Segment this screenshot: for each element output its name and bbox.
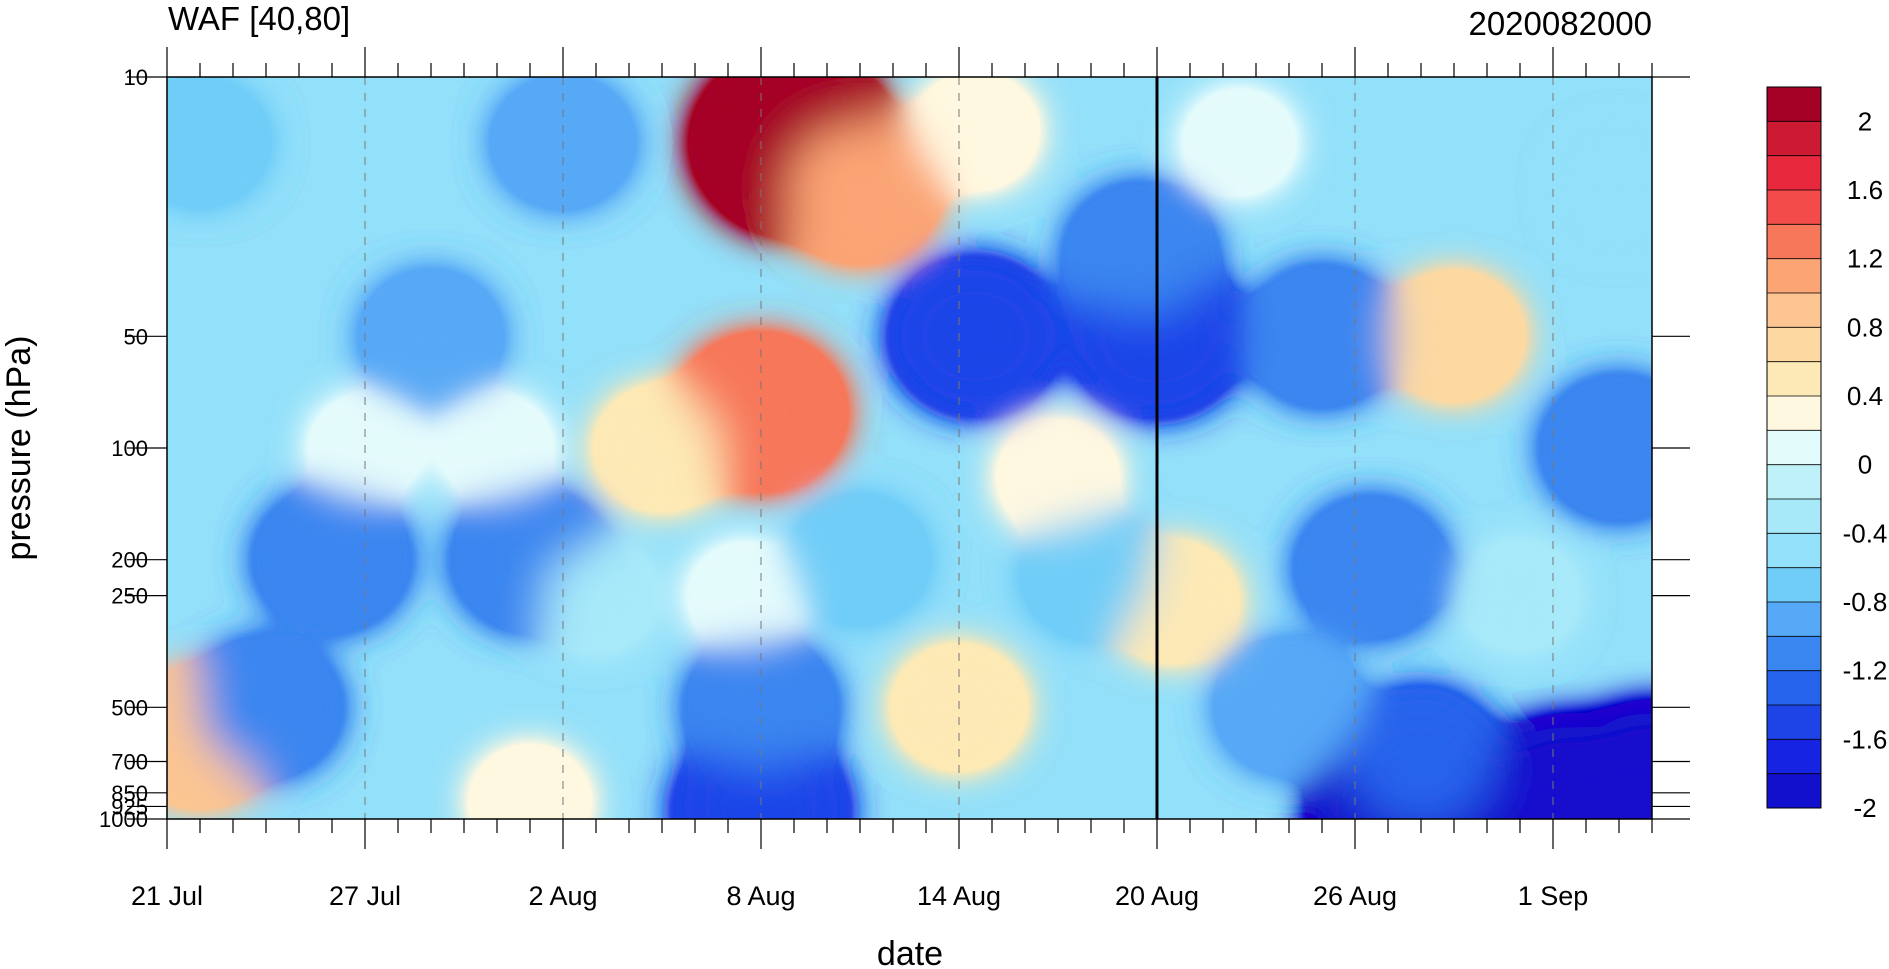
colorbar-label: 0.4 bbox=[1847, 381, 1883, 411]
contour-region bbox=[697, 553, 792, 639]
contour-region bbox=[603, 395, 721, 501]
contour-region bbox=[799, 505, 921, 615]
x-tick-label: 20 Aug bbox=[1115, 881, 1199, 911]
contour-region bbox=[1565, 140, 1652, 238]
colorbar-swatch bbox=[1767, 430, 1821, 466]
colorbar-swatch bbox=[1767, 121, 1821, 157]
contour-region bbox=[1304, 507, 1439, 628]
colorbar-swatch bbox=[1767, 224, 1821, 260]
x-tick-label: 8 Aug bbox=[726, 881, 795, 911]
colorbar-swatch bbox=[1767, 293, 1821, 328]
colorbar-swatch bbox=[1767, 327, 1821, 363]
colorbar-swatch bbox=[1767, 396, 1821, 431]
x-tick-label: 2 Aug bbox=[528, 881, 597, 911]
contour-region bbox=[788, 124, 932, 253]
colorbar-label: -1.2 bbox=[1843, 656, 1888, 686]
y-tick-label: 1000 bbox=[99, 807, 148, 832]
colorbar-swatch bbox=[1767, 636, 1821, 672]
colorbar-swatch bbox=[1767, 670, 1821, 706]
contour-blobs bbox=[167, 77, 1652, 819]
contour-region bbox=[1470, 551, 1570, 641]
colorbar-swatch bbox=[1767, 499, 1821, 534]
x-axis: 21 Jul 27 Jul 2 Aug 8 Aug 14 Aug 20 Aug 26 Aug… bbox=[131, 47, 1653, 911]
y-tick-label: 500 bbox=[111, 695, 148, 720]
contour-region bbox=[1006, 430, 1110, 524]
contour-region bbox=[167, 87, 261, 197]
y-tick-label: 200 bbox=[111, 548, 148, 573]
colorbar-swatch bbox=[1767, 567, 1821, 603]
contour-region bbox=[1073, 193, 1208, 315]
contour-region bbox=[449, 405, 545, 491]
y-tick-label: 50 bbox=[124, 324, 148, 349]
y-tick-label: 250 bbox=[111, 584, 148, 609]
colorbar-label: 1.6 bbox=[1847, 175, 1883, 205]
colorbar-swatch bbox=[1767, 87, 1821, 122]
y-tick-label: 850 bbox=[111, 781, 148, 806]
contour-region bbox=[1393, 281, 1515, 391]
x-tick-label: 26 Aug bbox=[1313, 881, 1397, 911]
contour-field bbox=[167, 77, 1652, 819]
colorbar-label: -0.8 bbox=[1843, 587, 1888, 617]
contour-region bbox=[1549, 385, 1652, 511]
colorbar-swatch bbox=[1767, 773, 1821, 809]
x-tick-label: 1 Sep bbox=[1518, 881, 1589, 911]
colorbar-swatch bbox=[1767, 155, 1821, 191]
contour-region bbox=[368, 279, 494, 393]
contour-region bbox=[683, 740, 839, 819]
colorbar-label: 1.2 bbox=[1847, 244, 1883, 274]
title-right: 2020082000 bbox=[1468, 5, 1652, 42]
colorbar-swatch bbox=[1767, 602, 1821, 637]
colorbar-label: -2 bbox=[1853, 793, 1876, 823]
colorbar-frame bbox=[1766, 86, 1822, 809]
colorbar-swatch bbox=[1767, 705, 1821, 740]
colorbar-swatch bbox=[1767, 190, 1821, 225]
y-tick-label: 925 bbox=[111, 794, 148, 819]
contour-region bbox=[1192, 99, 1287, 185]
colorbar-label: 2 bbox=[1858, 106, 1872, 136]
y-tick-label: 100 bbox=[111, 436, 148, 461]
y-tick-label: 10 bbox=[124, 65, 148, 90]
x-tick-label: 14 Aug bbox=[917, 881, 1001, 911]
contour-region bbox=[544, 549, 648, 643]
contour-region bbox=[1563, 712, 1652, 819]
contour-region bbox=[1224, 648, 1354, 766]
y-tick-label: 700 bbox=[111, 750, 148, 775]
colorbar-swatch bbox=[1767, 533, 1821, 569]
x-tick-label: 21 Jul bbox=[131, 881, 203, 911]
contour-region bbox=[478, 755, 582, 819]
colorbar-label: 0.8 bbox=[1847, 312, 1883, 342]
x-axis-label: date bbox=[877, 935, 943, 969]
colorbar-swatch bbox=[1767, 258, 1821, 294]
colorbar-swatch bbox=[1767, 464, 1821, 500]
contour-region bbox=[1030, 520, 1152, 630]
colorbar-label: 0 bbox=[1858, 450, 1872, 480]
contour-region bbox=[899, 268, 1052, 405]
colorbar-label: -1.6 bbox=[1843, 724, 1888, 754]
y-axis-label: pressure (hPa) bbox=[0, 336, 38, 561]
colorbar-label: -0.4 bbox=[1843, 518, 1888, 548]
contour-region bbox=[262, 497, 402, 622]
colorbar: 2 1.6 1.2 0.8 0.4 0 -0.4 -0.8 -1.2 -1.6 -2 bbox=[1766, 86, 1888, 823]
contour-region bbox=[921, 82, 1030, 180]
contour-region bbox=[1255, 276, 1389, 397]
contour-region bbox=[685, 343, 837, 481]
title-left: WAF [40,80] bbox=[168, 0, 350, 37]
contour-region bbox=[1349, 697, 1493, 819]
x-tick-label: 27 Jul bbox=[329, 881, 401, 911]
colorbar-swatch bbox=[1767, 739, 1821, 775]
colorbar-swatch bbox=[1767, 361, 1821, 397]
contour-region bbox=[199, 647, 333, 768]
